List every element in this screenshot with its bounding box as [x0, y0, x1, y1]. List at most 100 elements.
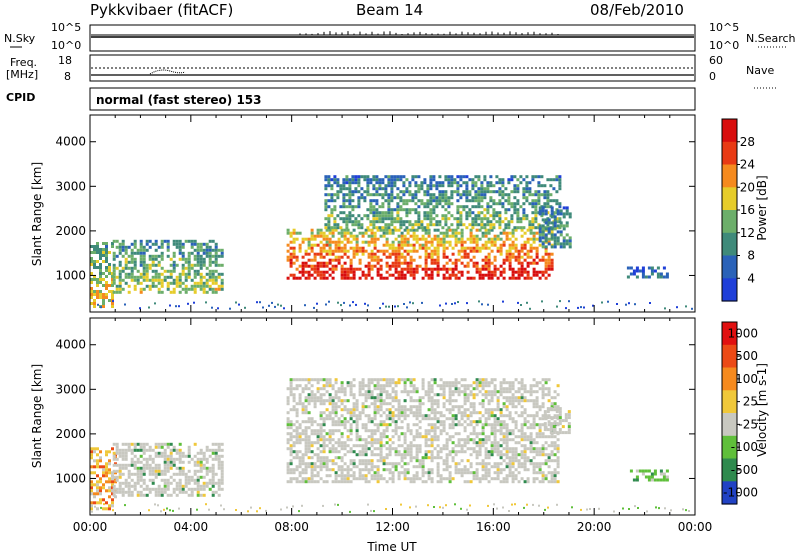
power-cell — [118, 278, 122, 282]
velocity-cell — [322, 456, 326, 460]
velocity-cell — [653, 472, 657, 476]
velocity-cell — [211, 478, 215, 482]
velocity-cell — [564, 413, 568, 417]
power-cell — [417, 217, 421, 221]
velocity-cell — [641, 472, 645, 476]
velocity-cell — [304, 468, 308, 472]
velocity-ground-cell — [292, 505, 294, 508]
velocity-cell — [217, 466, 221, 470]
power-cell — [499, 231, 503, 235]
power-cell — [339, 205, 343, 209]
power-cell — [469, 240, 473, 244]
power-cell — [324, 205, 328, 209]
power-cell — [508, 237, 512, 241]
power-cell — [490, 237, 494, 241]
velocity-cell — [325, 456, 329, 460]
velocity-cell — [184, 481, 188, 485]
power-cell — [460, 243, 464, 247]
velocity-cell — [304, 408, 308, 412]
velocity-cell — [388, 402, 392, 406]
velocity-cell — [511, 462, 515, 466]
power-cell — [463, 264, 467, 268]
velocity-cell — [550, 480, 554, 484]
velocity-cell — [496, 429, 500, 433]
power-cell — [211, 260, 215, 264]
velocity-cell — [154, 445, 158, 449]
power-cell — [111, 242, 114, 245]
velocity-cell — [289, 438, 293, 442]
velocity-cell — [543, 422, 547, 426]
velocity-cell — [418, 447, 422, 451]
power-cell — [507, 196, 511, 200]
velocity-cell — [451, 408, 455, 412]
power-cell — [432, 208, 436, 212]
velocity-cell — [448, 426, 452, 430]
velocity-cell — [289, 384, 293, 388]
power-cell — [154, 248, 158, 252]
power-cell — [345, 217, 349, 221]
power-cell — [352, 237, 356, 241]
power-cell — [184, 287, 188, 291]
velocity-cell — [289, 390, 293, 394]
power-cell — [328, 249, 332, 253]
velocity-cell — [564, 416, 568, 420]
velocity-cell — [472, 408, 476, 412]
power-cell — [385, 231, 389, 235]
power-cell — [127, 260, 131, 264]
power-cell — [493, 234, 497, 238]
velocity-ground-cell — [148, 509, 150, 512]
power-cell — [133, 275, 137, 279]
power-cell — [438, 202, 442, 206]
velocity-cell — [160, 469, 164, 473]
velocity-cell — [505, 396, 509, 400]
power-cell — [531, 217, 535, 221]
power-cell — [343, 267, 347, 271]
velocity-cell — [328, 459, 332, 463]
velocity-cell — [400, 390, 404, 394]
velocity-cell — [511, 474, 515, 478]
power-cell — [375, 217, 379, 221]
velocity-cell — [139, 466, 143, 470]
velocity-cell — [493, 423, 497, 427]
power-cell — [441, 196, 445, 200]
velocity-cell — [433, 429, 437, 433]
power-cell — [390, 208, 394, 212]
velocity-cell — [538, 450, 542, 454]
power-cell — [378, 217, 382, 221]
velocity-cell — [433, 381, 437, 385]
velocity-cell — [514, 426, 518, 430]
power-cell — [184, 260, 188, 264]
power-ground-cell — [316, 302, 318, 305]
velocity-cell — [298, 471, 302, 475]
power-cell — [486, 208, 490, 212]
velocity-cell — [445, 441, 449, 445]
power-cell — [154, 242, 158, 246]
velocity-cell — [496, 471, 500, 475]
power-cell — [495, 190, 499, 194]
power-cell — [369, 178, 373, 182]
power-cell — [394, 267, 398, 271]
power-cell — [414, 175, 418, 179]
velocity-cell — [502, 432, 506, 436]
power-cell — [480, 199, 484, 203]
velocity-cell — [514, 411, 518, 415]
velocity-cell — [346, 429, 350, 433]
velocity-cell — [481, 387, 485, 391]
power-cell — [393, 208, 397, 212]
power-cell — [366, 178, 370, 182]
velocity-cell — [412, 456, 416, 460]
power-cell — [295, 255, 299, 259]
power-cell — [142, 275, 146, 279]
power-cell — [393, 217, 397, 221]
velocity-cell — [145, 484, 149, 488]
power-cell — [178, 290, 182, 294]
velocity-cell — [136, 460, 140, 464]
power-cell — [163, 275, 167, 279]
velocity-cell — [349, 450, 353, 454]
power-cell — [121, 278, 125, 282]
velocity-cell — [118, 454, 122, 458]
power-cell — [327, 226, 331, 230]
power-cell — [415, 240, 419, 244]
velocity-cell — [160, 493, 164, 497]
velocity-cell — [478, 378, 482, 382]
